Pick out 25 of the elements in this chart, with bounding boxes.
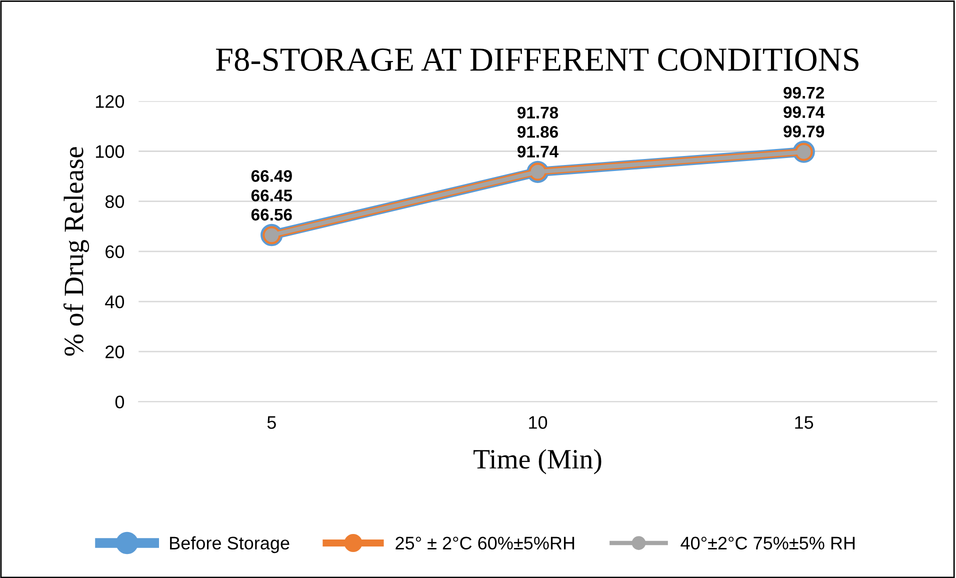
data-label: 99.79: [784, 126, 824, 138]
data-label: 66.45: [251, 190, 292, 202]
y-tick-label: 60: [106, 245, 124, 258]
data-label: 91.86: [517, 126, 558, 138]
chart-title: F8-STORAGE AT DIFFERENT CONDITIONS: [216, 48, 858, 71]
data-label: 91.78: [517, 106, 558, 119]
x-axis-title: Time (Min): [474, 449, 602, 474]
data-label: 99.72: [784, 86, 824, 99]
x-tick-label: 5: [267, 416, 276, 429]
y-tick-label: 80: [105, 195, 124, 208]
y-tick-label: 100: [96, 145, 124, 158]
y-tick-label: 20: [106, 346, 124, 358]
data-label: 91.74: [517, 146, 559, 158]
data-label: 99.74: [784, 106, 825, 118]
data-label: 66.49: [251, 170, 292, 182]
y-axis-title: % of Drug Release: [64, 147, 90, 356]
data-label: 66.56: [251, 208, 292, 221]
x-tick-label: 15: [795, 416, 814, 429]
legend-label: 25° ± 2°C 60%±5%RH: [396, 536, 574, 550]
legend-label: 40°±2°C 75%±5% RH: [680, 536, 855, 550]
y-tick-label: 40: [105, 295, 124, 308]
y-tick-label: 120: [96, 95, 124, 108]
x-tick-label: 10: [529, 416, 548, 429]
legend-label: Before Storage: [170, 536, 290, 554]
y-tick-label: 0: [115, 396, 124, 408]
